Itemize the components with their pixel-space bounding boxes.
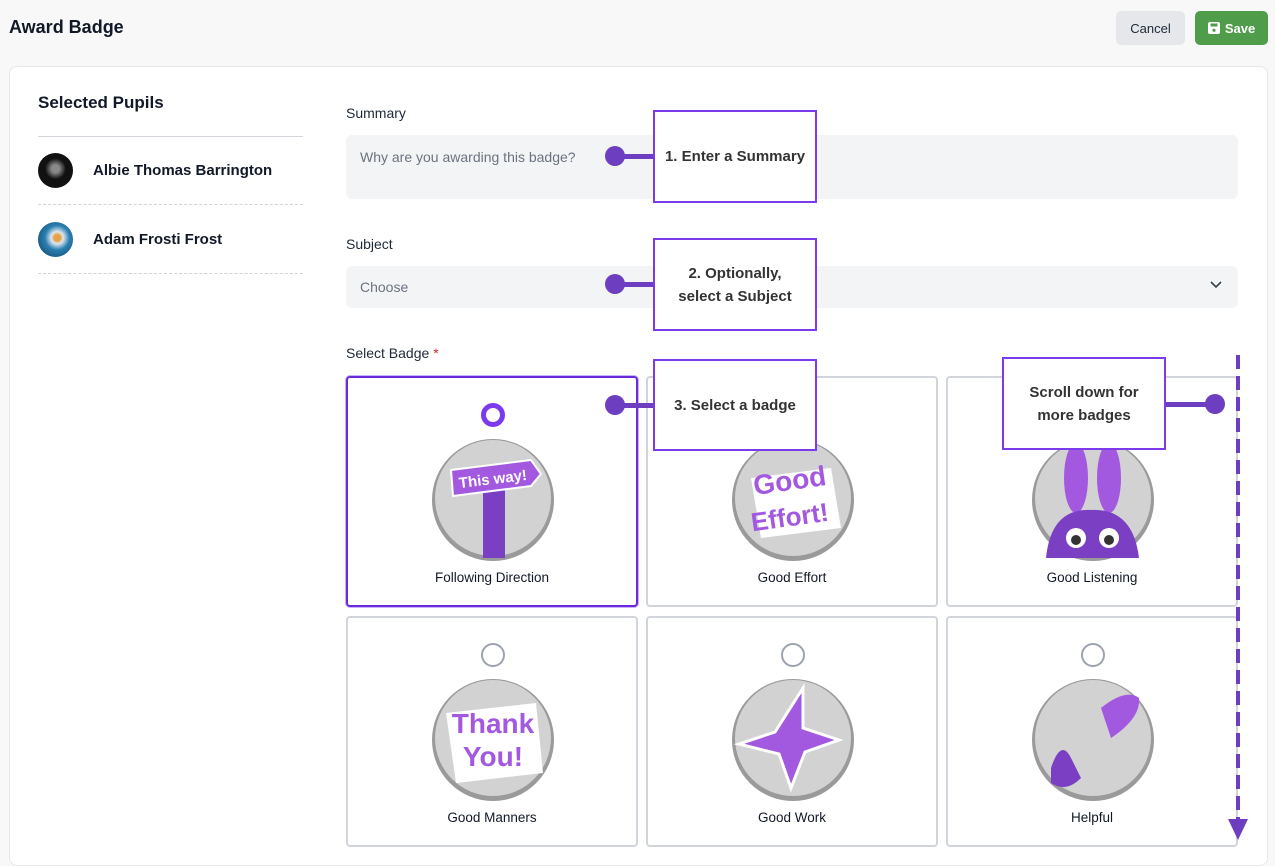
callout-subject: 2. Optionally, select a Subject — [653, 238, 817, 331]
pupil-item: Adam Frosti Frost — [38, 206, 303, 274]
save-label: Save — [1224, 20, 1256, 36]
callout-scroll: Scroll down for more badges — [1002, 357, 1166, 450]
badge-radio[interactable] — [1081, 643, 1105, 667]
badge-name: Good Effort — [757, 570, 827, 585]
divider — [38, 136, 303, 137]
badge-option[interactable]: Good Listening — [946, 376, 1238, 607]
badge-medal-icon — [1032, 439, 1154, 561]
cancel-button[interactable]: Cancel — [1116, 11, 1185, 45]
badge-name: Helpful — [1070, 810, 1114, 825]
avatar — [38, 222, 73, 257]
badge-option[interactable]: Thank You! Good Manners — [346, 616, 638, 847]
select-badge-label: Select Badge * — [346, 345, 439, 361]
callout-badge: 3. Select a badge — [653, 359, 817, 451]
avatar — [38, 153, 73, 188]
badge-option[interactable]: This way! Following Direction — [346, 376, 638, 607]
pupil-name: Adam Frosti Frost — [93, 231, 223, 248]
callout-dot — [605, 146, 625, 166]
pupil-name: Albie Thomas Barrington — [93, 162, 273, 179]
page-title: Award Badge — [9, 17, 124, 37]
callout-connector — [615, 282, 655, 287]
select-badge-text: Select Badge — [346, 345, 430, 361]
badge-name: Following Direction — [434, 570, 550, 585]
badge-name: Good Work — [757, 810, 827, 825]
callout-connector — [1165, 402, 1215, 407]
chevron-down-icon — [1210, 281, 1222, 289]
cancel-label: Cancel — [1130, 20, 1171, 36]
subject-label: Subject — [346, 236, 393, 252]
callout-dot — [605, 274, 625, 294]
callout-dot — [605, 395, 625, 415]
save-icon — [1207, 22, 1220, 34]
summary-label: Summary — [346, 105, 406, 121]
callout-summary: 1. Enter a Summary — [653, 110, 817, 203]
badge-option[interactable]: Helpful — [946, 616, 1238, 847]
subject-value: Choose — [360, 279, 409, 295]
badge-name: Good Listening — [1046, 570, 1138, 585]
callout-dot — [1205, 394, 1225, 414]
callout-connector — [615, 154, 655, 159]
summary-placeholder: Why are you awarding this badge? — [360, 149, 576, 165]
badge-medal-icon — [732, 679, 854, 801]
badge-radio[interactable] — [481, 643, 505, 667]
callout-connector — [615, 403, 655, 408]
badge-radio[interactable] — [781, 643, 805, 667]
required-mark: * — [433, 345, 439, 361]
save-button[interactable]: Save — [1195, 11, 1268, 45]
selected-pupils-heading: Selected Pupils — [38, 93, 164, 112]
svg-text:Thank: Thank — [452, 708, 535, 739]
pupil-item: Albie Thomas Barrington — [38, 137, 303, 205]
badge-name: Good Manners — [447, 810, 537, 825]
badge-radio[interactable] — [481, 403, 505, 427]
badge-medal-icon — [1032, 679, 1154, 801]
badge-medal-icon: This way! — [432, 439, 554, 561]
badge-option[interactable]: Good Work — [646, 616, 938, 847]
scroll-down-arrow-icon — [1228, 355, 1248, 840]
svg-text:You!: You! — [463, 741, 523, 772]
